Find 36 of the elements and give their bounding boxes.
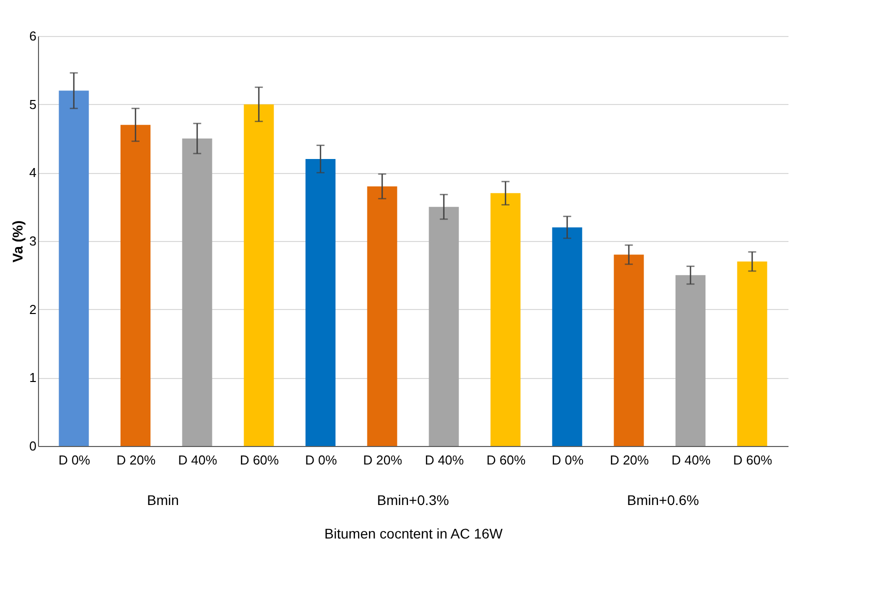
text: Bmin+0.6% <box>627 492 699 508</box>
bar <box>676 275 706 446</box>
y-tick-label: 5 <box>29 96 36 112</box>
x-tick-label: D 20% <box>363 452 403 468</box>
bar <box>428 206 459 446</box>
bar <box>614 254 644 446</box>
bar <box>120 124 150 446</box>
bar <box>552 227 582 446</box>
x-tick-label: D 60% <box>486 452 526 468</box>
text: Bmin <box>147 492 179 508</box>
bar <box>306 159 336 446</box>
y-tick-label: 2 <box>29 302 36 317</box>
y-tick-label: 6 <box>29 28 36 44</box>
x-axis-title: Bitumen cocntent in AC 16W <box>324 526 504 542</box>
x-tick-label: D 0% <box>58 452 91 468</box>
x-tick-label: D 40% <box>178 452 218 468</box>
text: Bmin+0.3% <box>377 492 449 508</box>
x-tick-label: D 0% <box>552 452 584 468</box>
x-tick-label: D 60% <box>240 452 280 468</box>
bar <box>490 193 520 446</box>
x-tick-label: D 60% <box>733 452 773 468</box>
x-tick-label: D 20% <box>116 452 156 468</box>
y-tick-label: 1 <box>29 370 36 386</box>
bar <box>737 262 768 446</box>
y-tick-label: 3 <box>29 234 36 248</box>
x-tick-label: D 20% <box>610 452 650 468</box>
bar <box>182 138 212 446</box>
y-axis-title: Va (%) <box>9 220 26 263</box>
bar <box>244 104 274 446</box>
bar <box>58 90 89 446</box>
x-tick-label: D 40% <box>671 452 711 468</box>
y-tick-label: 4 <box>29 165 36 180</box>
x-tick-label: D 0% <box>305 452 338 468</box>
x-tick-label: D 40% <box>424 452 464 468</box>
bar <box>367 186 398 446</box>
y-tick-label: 0 <box>29 438 36 454</box>
